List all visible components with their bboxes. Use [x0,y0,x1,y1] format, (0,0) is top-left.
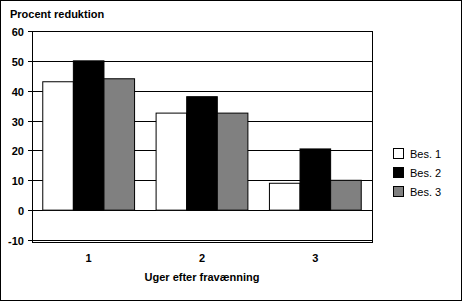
grid-line [32,31,372,32]
chart-root: Procent reduktion -10 0 10 20 30 40 50 60 1 2 3 Uger… [0,0,462,301]
y-tick [28,240,32,241]
y-tick [28,61,32,62]
legend-label: Bes. 3 [410,186,441,198]
bars [43,61,361,210]
x-tick-label: 2 [199,252,205,264]
y-tick [28,91,32,92]
bar [104,79,135,210]
chart: Procent reduktion -10 0 10 20 30 40 50 60 1 2 3 Uger… [0,0,462,301]
legend-swatch [394,168,404,178]
plot-frame-right [372,31,373,243]
bar [331,180,362,210]
bar [43,82,74,210]
y-axis [32,31,33,243]
bar [156,113,187,210]
bar [187,97,218,210]
title: Procent reduktion [10,8,104,20]
y-tick-label: 20 [12,145,24,157]
legend-swatch [394,187,404,197]
x-tick-label: 1 [86,252,92,264]
y-tick-label: 10 [12,175,24,187]
y-tick-label: 50 [12,56,24,68]
y-tick [28,121,32,122]
bar [73,61,104,210]
bottom-line [32,242,372,243]
x-axis-label: Uger efter fravænning [145,271,260,283]
bar [269,183,300,210]
y-tick [28,210,32,211]
legend-swatch [394,149,404,159]
x-tick-label: 3 [312,252,318,264]
outer-frame [1,1,462,301]
y-tick-label: 40 [12,86,24,98]
grid-line [32,240,372,241]
bar [217,113,248,210]
legend-label: Bes. 2 [410,167,441,179]
legend-label: Bes. 1 [410,148,441,160]
y-tick-label: 0 [18,205,24,217]
y-tick-label: 30 [12,116,24,128]
y-tick [28,180,32,181]
y-tick [28,31,32,32]
y-tick [28,150,32,151]
y-tick-label: -10 [8,235,24,247]
bar [300,149,331,210]
y-tick-label: 60 [12,26,24,38]
